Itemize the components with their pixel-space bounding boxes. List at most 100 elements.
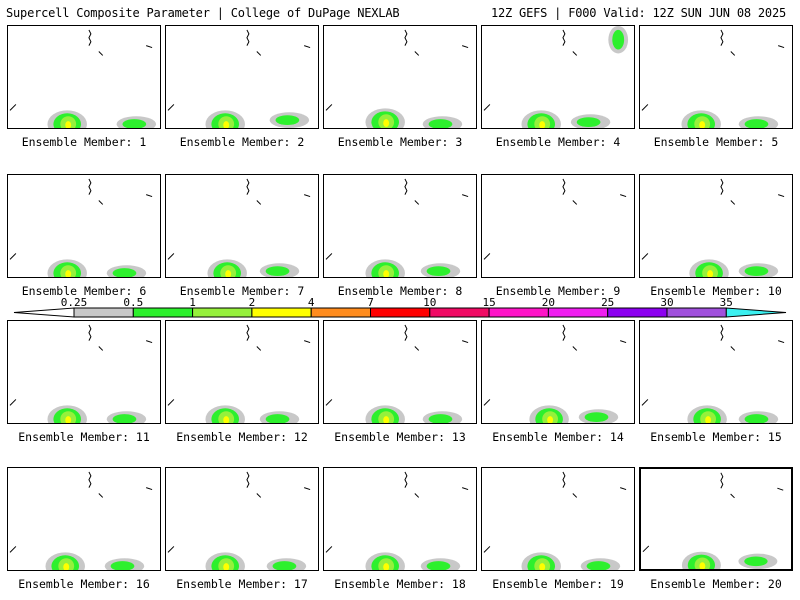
scp-region xyxy=(112,414,137,423)
coastline xyxy=(304,487,311,491)
member-map-panel[interactable] xyxy=(323,25,477,129)
member-label: Ensemble Member: 20 xyxy=(650,577,782,591)
scp-region xyxy=(223,563,230,570)
scp-region xyxy=(705,416,712,423)
coastline xyxy=(720,324,724,341)
member-map-panel[interactable] xyxy=(165,25,319,129)
member-label: Ensemble Member: 15 xyxy=(650,430,782,444)
member-map-panel[interactable] xyxy=(165,174,319,278)
member-map-panel[interactable] xyxy=(7,25,161,129)
scp-region xyxy=(707,270,714,277)
coastline xyxy=(325,546,333,553)
coastline xyxy=(304,194,311,198)
scp-region xyxy=(547,416,554,423)
scp-region xyxy=(426,561,451,570)
coastline xyxy=(778,340,785,344)
legend-tick-label: 10 xyxy=(423,296,437,309)
map-svg xyxy=(167,471,311,570)
coastline xyxy=(641,399,649,406)
coastline xyxy=(562,324,566,341)
map-svg xyxy=(641,178,785,277)
coastline xyxy=(256,346,262,351)
member-map-panel[interactable] xyxy=(323,467,477,571)
legend-tick-label: 7 xyxy=(367,296,374,309)
coastline xyxy=(304,45,311,49)
member-map-panel[interactable] xyxy=(323,320,477,424)
legend-swatch xyxy=(429,307,490,318)
coastline xyxy=(641,104,649,111)
coastline xyxy=(98,200,104,205)
scp-region xyxy=(272,561,297,570)
map-svg xyxy=(641,324,785,423)
member-label: Ensemble Member: 4 xyxy=(495,135,621,149)
coastline xyxy=(98,493,104,498)
legend-swatch xyxy=(488,307,549,318)
coastline xyxy=(720,29,724,46)
legend-tick-label: 1 xyxy=(189,296,196,309)
coastline xyxy=(620,194,627,198)
scp-region xyxy=(265,266,290,277)
scp-region xyxy=(744,556,768,567)
map-svg xyxy=(325,178,469,277)
scp-region xyxy=(428,414,453,423)
member-map-panel[interactable] xyxy=(481,174,635,278)
scp-region xyxy=(744,119,769,128)
member-label: Ensemble Member: 14 xyxy=(492,430,624,444)
coastline xyxy=(167,253,175,260)
member-label: Ensemble Member: 2 xyxy=(179,135,305,149)
scp-region xyxy=(383,119,390,128)
member-map-panel[interactable] xyxy=(7,320,161,424)
map-svg xyxy=(9,29,157,128)
coastline xyxy=(246,324,250,341)
member-map-panel[interactable] xyxy=(7,467,161,571)
member-map-panel[interactable] xyxy=(639,467,793,571)
map-title: Supercell Composite Parameter | College … xyxy=(6,6,400,20)
scp-region xyxy=(383,270,390,277)
coastline xyxy=(730,51,736,56)
scp-region xyxy=(612,29,625,50)
map-svg xyxy=(167,29,311,128)
coastline xyxy=(88,324,92,341)
coastline xyxy=(483,546,491,553)
member-map-panel[interactable] xyxy=(639,174,793,278)
map-svg xyxy=(483,471,627,570)
scp-region xyxy=(539,121,546,128)
member-map-panel[interactable] xyxy=(481,25,635,129)
coastline xyxy=(325,253,333,260)
coastline xyxy=(572,51,578,56)
member-label: Ensemble Member: 16 xyxy=(18,577,150,591)
scp-region xyxy=(65,270,72,277)
member-map-panel[interactable] xyxy=(639,320,793,424)
member-map-panel[interactable] xyxy=(7,174,161,278)
scp-region xyxy=(122,119,147,128)
member-map-panel[interactable] xyxy=(481,467,635,571)
coastline xyxy=(620,340,627,344)
scp-region xyxy=(383,563,390,570)
member-map-panel[interactable] xyxy=(165,467,319,571)
coastline xyxy=(414,200,420,205)
member-map-panel[interactable] xyxy=(323,174,477,278)
legend-swatch xyxy=(310,307,372,318)
member-map-panel[interactable] xyxy=(639,25,793,129)
member-label: Ensemble Member: 10 xyxy=(650,284,782,298)
legend-tick-label: 2 xyxy=(248,296,256,309)
coastline xyxy=(9,399,17,406)
coastline xyxy=(146,194,153,198)
coastline xyxy=(414,493,420,498)
coastline xyxy=(572,346,578,351)
member-map-panel[interactable] xyxy=(165,320,319,424)
scp-region xyxy=(63,563,70,570)
legend-swatch xyxy=(666,307,727,318)
coastline xyxy=(9,546,17,553)
coastline xyxy=(246,471,250,488)
coastline xyxy=(167,399,175,406)
map-svg xyxy=(483,26,629,128)
coastline xyxy=(325,104,333,111)
legend-swatch xyxy=(132,307,194,318)
legend-tick-label: 0.5 xyxy=(123,296,144,309)
legend-tick-label: 30 xyxy=(660,296,674,309)
legend-tick-label: 35 xyxy=(719,296,733,309)
scp-region xyxy=(576,117,601,128)
map-svg xyxy=(483,178,627,260)
member-map-panel[interactable] xyxy=(481,320,635,424)
